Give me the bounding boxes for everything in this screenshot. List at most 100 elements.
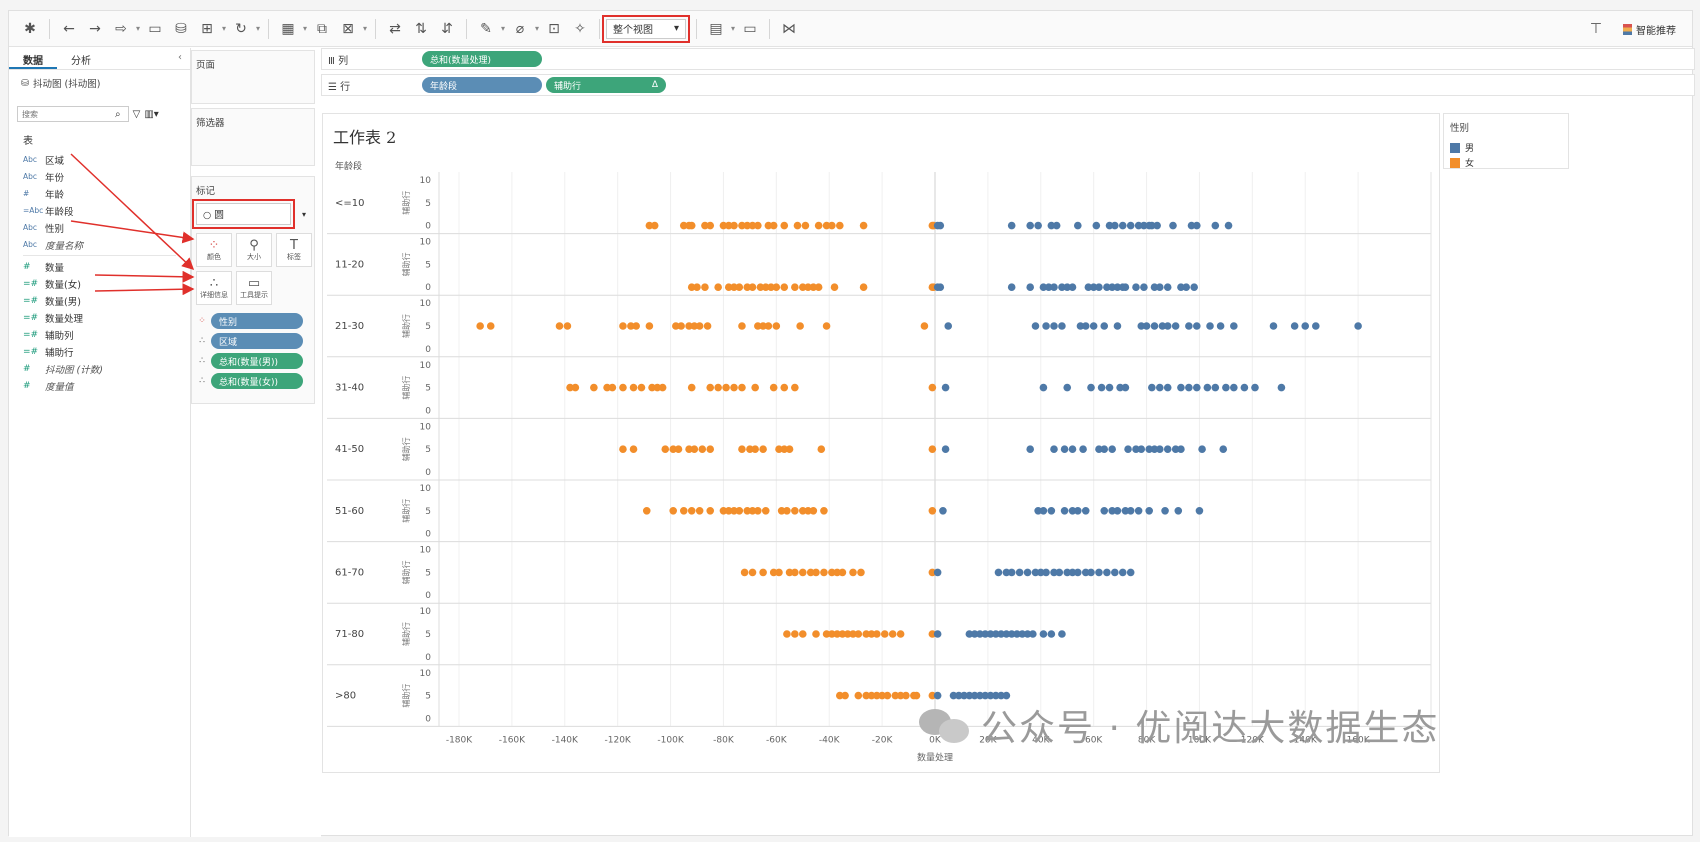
new-sheet-icon[interactable]: ⊞ [201, 20, 213, 37]
mark-type-select[interactable]: ○ 圆 ▾ [192, 199, 306, 229]
field-item[interactable]: =# 数量(女) [9, 275, 190, 292]
row-label: 31-40 [335, 383, 364, 394]
female-point [714, 383, 722, 392]
legend-item[interactable]: 女 [1444, 155, 1568, 170]
text-mark-button[interactable]: T 标签 [276, 233, 312, 267]
field-item[interactable]: Abc 区域 [9, 151, 190, 168]
mark-pill[interactable]: 总和(数量(男)) [211, 353, 303, 369]
male-point [1134, 507, 1143, 515]
male-point [970, 630, 979, 638]
presentation-icon[interactable]: ▭ [743, 20, 757, 37]
y-tick-label: 5 [425, 199, 431, 209]
filter-icon[interactable]: ▽ [132, 108, 141, 120]
female-point [928, 630, 937, 638]
dropdown-caret-icon[interactable]: ▾ [221, 24, 226, 33]
highlight-icon[interactable]: ✎ [480, 20, 492, 37]
field-item[interactable]: # 数量 [9, 258, 190, 275]
dropdown-caret-icon[interactable]: ▾ [534, 24, 539, 33]
size-mark-button[interactable]: ⚲ 大小 [236, 233, 272, 267]
pages-card[interactable]: 页面 [191, 50, 315, 104]
dropdown-caret-icon[interactable]: ▾ [730, 24, 735, 33]
show-cards-icon[interactable]: ▤ [709, 20, 723, 37]
clear-icon[interactable]: ⊠ [342, 20, 354, 37]
rows-shelf[interactable]: ☰ 行 年龄段 辅助行 Δ [321, 74, 1695, 96]
worksheet-title[interactable]: 工作表 2 [333, 128, 397, 147]
dropdown-caret-icon[interactable]: ▾ [255, 24, 260, 33]
female-point [719, 507, 728, 515]
female-point [555, 322, 564, 330]
male-point [1163, 383, 1172, 392]
fit-view-select[interactable]: 整个视图 ▾ [602, 14, 690, 43]
datasource-item[interactable]: ⛁ 抖动图 (抖动图) [9, 70, 190, 96]
tooltip-mark-button[interactable]: ▭ 工具提示 [236, 271, 272, 305]
mark-pill[interactable]: 性别 [211, 313, 303, 329]
rows-pill-age[interactable]: 年龄段 [422, 77, 542, 93]
female-point [695, 507, 704, 515]
field-name: 性别 [45, 223, 65, 235]
columns-shelf[interactable]: Ⅲ 列 总和(数量处理) [321, 48, 1695, 70]
mark-pill[interactable]: 区域 [211, 333, 303, 349]
columns-pill[interactable]: 总和(数量处理) [422, 51, 542, 67]
male-point [1155, 283, 1164, 291]
mark-pill[interactable]: 总和(数量(女)) [211, 373, 303, 389]
sort-desc-icon[interactable]: ⇵ [441, 20, 453, 37]
duplicate-icon[interactable]: ⧉ [317, 20, 327, 37]
dropdown-caret-icon[interactable]: ▾ [302, 24, 307, 33]
tab-analysis[interactable]: 分析 [71, 56, 91, 67]
female-point [730, 383, 738, 392]
field-item[interactable]: # 度量值 [9, 377, 190, 394]
pin-icon[interactable]: ✧ [574, 20, 586, 37]
field-item[interactable]: =Abc 年龄段 [9, 202, 190, 219]
search-input[interactable] [17, 106, 129, 122]
mark-pill-row: ∴ 总和(数量(女)) [196, 373, 310, 389]
field-item[interactable]: =# 辅助列 [9, 326, 190, 343]
female-point [645, 221, 654, 230]
dropdown-caret-icon[interactable]: ▾ [362, 24, 367, 33]
field-item[interactable]: =# 数量(男) [9, 292, 190, 309]
sort-asc-icon[interactable]: ⇅ [415, 20, 427, 37]
mark-pills: ⁘ 性别 ∴ 区域 ∴ 总和(数量(男)) ∴ 总和(数量(女)) [192, 313, 314, 389]
group-icon[interactable]: ⌀ [515, 20, 525, 37]
field-item[interactable]: # 年龄 [9, 185, 190, 202]
marks-card-title: 标记 [196, 186, 216, 197]
color-mark-button[interactable]: ⁘ 颜色 [196, 233, 232, 267]
field-item[interactable]: =# 数量处理 [9, 309, 190, 326]
female-point [822, 221, 831, 230]
female-point [714, 283, 722, 291]
swap-icon[interactable]: ⇄ [389, 20, 401, 37]
forward-icon[interactable]: → [89, 20, 101, 37]
field-item[interactable]: =# 辅助行 [9, 343, 190, 360]
detail-mark-button[interactable]: ∴ 详细信息 [196, 271, 232, 305]
female-point [809, 507, 818, 515]
tableau-logo-icon[interactable]: ✱ [24, 20, 36, 37]
share-icon[interactable]: ⋈ [782, 20, 796, 37]
female-point [772, 283, 781, 291]
tab-data[interactable]: 数据 [9, 48, 57, 69]
x-tick-label: -80K [713, 735, 735, 745]
label-icon[interactable]: ⊡ [548, 20, 560, 37]
jitter-chart[interactable]: 年龄段 -180K -160K -140K -120K -100K -80K -60K -40K… [323, 114, 1439, 772]
view-options-icon[interactable]: ▥▾ [144, 108, 159, 120]
new-datasource-icon[interactable]: ⛁ [175, 20, 187, 37]
field-item[interactable]: Abc 年份 [9, 168, 190, 185]
filters-card[interactable]: 筛选器 [191, 108, 315, 166]
back-icon[interactable]: ← [63, 20, 75, 37]
field-item[interactable]: Abc 性别 [9, 219, 190, 236]
rows-pill-helper[interactable]: 辅助行 Δ [546, 77, 666, 93]
redo-icon[interactable]: ⇨ [115, 20, 127, 37]
collapse-icon[interactable]: ‹ [178, 52, 182, 63]
male-point [1063, 283, 1072, 291]
male-point [1113, 507, 1122, 515]
field-item[interactable]: # 抖动图 (计数) [9, 360, 190, 377]
dropdown-caret-icon[interactable]: ▾ [500, 24, 505, 33]
search-icon[interactable]: ⌕ [115, 108, 121, 120]
row-label: 41-50 [335, 444, 364, 455]
chart-icon[interactable]: ▦ [281, 20, 295, 37]
dropdown-caret-icon[interactable]: ▾ [135, 24, 140, 33]
smart-recommend-button[interactable]: 智能推荐 [1623, 22, 1676, 37]
pin-right-icon[interactable]: ⊤ [1589, 21, 1603, 37]
legend-item[interactable]: 男 [1444, 140, 1568, 155]
field-item[interactable]: Abc 度量名称 [9, 236, 190, 253]
save-icon[interactable]: ▭ [148, 20, 162, 37]
refresh-icon[interactable]: ↻ [235, 20, 247, 37]
